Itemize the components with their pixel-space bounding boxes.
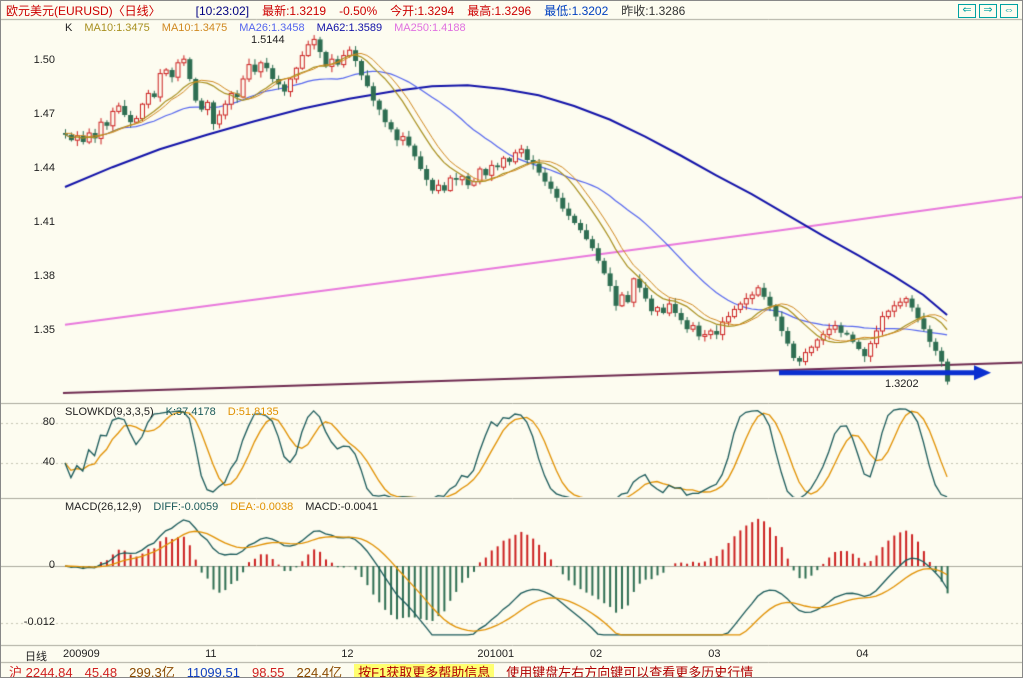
quote-segment: 最新:1.3219: [262, 3, 327, 18]
nav-right-button[interactable]: ⇒: [979, 3, 997, 18]
ticker-segment: 98.55: [251, 665, 285, 678]
ticker-segment: 299.3亿: [129, 665, 175, 678]
ma-legend-item: MA62:1.3589: [316, 22, 383, 34]
ticker-segment: 11099.51: [186, 665, 240, 678]
quote-segment: -0.50%: [339, 3, 378, 18]
kd-tick-label: 40: [42, 456, 55, 468]
quote-segment: 最低:1.3202: [544, 3, 609, 18]
quote-summary: 欧元美元(EURUSD)〈日线〉 [10:23:02] 最新:1.3219 -0.50…: [6, 3, 685, 19]
price-tick-label: 1.50: [33, 54, 55, 66]
peak-price-annotation: 1.5144: [251, 34, 285, 46]
status-ticker: 沪 2244.84 45.48 299.3亿 11099.51 98.55 224.4亿按…: [1, 663, 1022, 678]
macd-legend-item: DEA:-0.0038: [230, 501, 294, 513]
ticker-segment: 使用键盘左右方向键可以查看更多历史行情: [506, 665, 754, 678]
ma-legend-item: MA10:1.3475: [161, 22, 228, 34]
macd-legend-item: DIFF:-0.0059: [153, 501, 219, 513]
macd-legend-item: MACD(26,12,9): [65, 501, 142, 513]
quote-segment: 最高:1.3296: [467, 3, 532, 18]
macd-tick-label: -0.012: [23, 616, 55, 628]
price-tick-label: 1.38: [33, 270, 55, 282]
month-label: 201001: [477, 648, 515, 660]
macd-legend: MACD(26,12,9) DIFF:-0.0059 DEA:-0.0038 MACD…: [65, 501, 378, 513]
month-label: 12: [341, 648, 354, 660]
ma-legend-item: MA10:1.3475: [84, 22, 150, 34]
price-tick-label: 1.47: [33, 108, 55, 120]
ticker-segment: 224.4亿: [296, 665, 343, 678]
month-label: 200909: [63, 648, 100, 660]
nav-expand-button[interactable]: ⇔: [1000, 3, 1018, 18]
ma-legend: K MA10:1.3475 MA10:1.3475 MA26:1.3458 MA62:1…: [65, 22, 466, 34]
low-price-annotation: 1.3202: [885, 378, 919, 390]
price-tick-label: 1.35: [33, 324, 55, 336]
ma-legend-item: K: [65, 22, 73, 34]
month-label: 04: [856, 648, 869, 660]
quote-segment: [10:23:02]: [195, 3, 250, 18]
ticker-segment: 按F1获取更多帮助信息: [354, 664, 495, 677]
macd-legend-item: MACD:-0.0041: [305, 501, 378, 513]
month-label: 03: [708, 648, 721, 660]
window-controls: ⇐ ⇒ ⇔: [958, 3, 1018, 18]
ticker-segment: 45.48: [84, 665, 118, 678]
period-label: 日线: [25, 651, 47, 663]
quote-segment: 欧元美元(EURUSD)〈日线〉: [6, 3, 161, 18]
price-tick-label: 1.44: [33, 162, 55, 174]
kd-legend-item: K:37.4178: [165, 406, 216, 418]
title-bar: 欧元美元(EURUSD)〈日线〉 [10:23:02] 最新:1.3219 -0.50…: [1, 1, 1022, 19]
kd-legend-item: D:51.8135: [227, 406, 279, 418]
ticker-segment: 沪 2244.84: [9, 665, 73, 678]
macd-tick-label: 0: [48, 559, 55, 571]
month-label: 11: [205, 648, 217, 660]
ma-legend-item: MA26:1.3458: [239, 22, 305, 34]
kd-tick-label: 80: [42, 416, 55, 428]
nav-left-button[interactable]: ⇐: [958, 3, 976, 18]
quote-segment: 今开:1.3294: [390, 3, 455, 18]
price-tick-label: 1.41: [33, 216, 55, 228]
quote-segment: 昨收:1.3286: [621, 3, 686, 18]
month-label: 02: [589, 648, 603, 660]
ma-legend-item: MA250:1.4188: [394, 22, 466, 34]
kd-legend-item: SLOWKD(9,3,3,5): [65, 406, 154, 418]
slowkd-legend: SLOWKD(9,3,3,5) K:37.4178 D:51.8135: [65, 406, 279, 418]
